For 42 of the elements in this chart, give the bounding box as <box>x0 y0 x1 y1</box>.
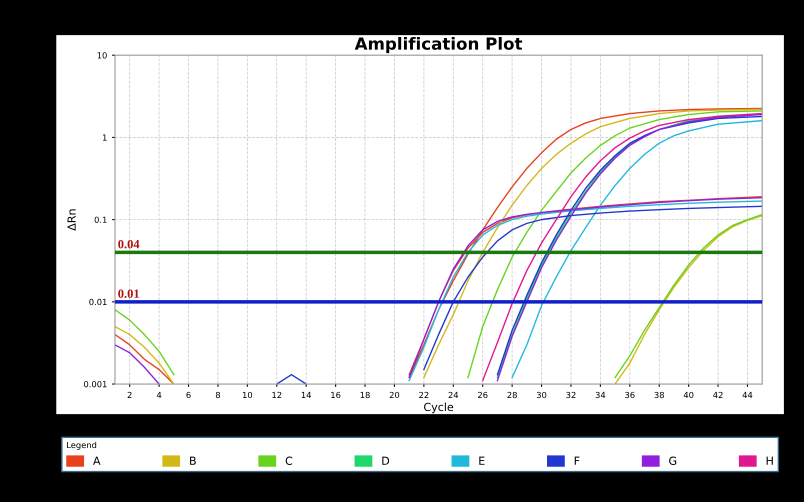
y-axis-title: ΔRn <box>68 209 76 231</box>
x-tick-label: 16 <box>331 392 340 398</box>
legend-label: H <box>766 456 773 465</box>
x-tick-label: 38 <box>654 392 664 398</box>
legend-title: Legend <box>67 442 96 450</box>
chart-title: Amplification Plot <box>354 37 522 54</box>
ref-line-label: 0.01 <box>118 289 139 298</box>
x-tick-label: 44 <box>742 392 752 398</box>
legend-label: F <box>574 456 580 465</box>
x-tick-label: 28 <box>507 392 517 398</box>
legend-label: C <box>286 456 292 465</box>
legend-label: G <box>669 456 676 465</box>
x-tick-label: 18 <box>360 392 370 398</box>
x-tick-label: 6 <box>186 392 191 398</box>
x-tick-label: 34 <box>596 392 606 398</box>
legend-label: E <box>479 456 485 465</box>
y-tick-label: 0.01 <box>89 298 107 306</box>
x-axis-title: Cycle <box>424 402 454 414</box>
x-tick-label: 14 <box>302 392 312 398</box>
x-tick-label: 20 <box>390 392 400 398</box>
x-tick-label: 2 <box>128 392 132 398</box>
x-tick-label: 32 <box>566 392 576 398</box>
line-series <box>614 214 762 378</box>
legend-label: A <box>93 456 100 465</box>
x-tick-label: 36 <box>625 392 635 398</box>
y-tick-label: 1 <box>102 134 107 141</box>
x-tick-label: 30 <box>536 392 546 398</box>
y-tick-label: 0.1 <box>94 216 107 223</box>
y-tick-label: 0.001 <box>84 381 107 388</box>
ref-line-label: 0.04 <box>118 240 140 248</box>
x-tick-label: 22 <box>419 392 428 398</box>
x-tick-label: 40 <box>684 392 694 398</box>
legend-label: B <box>190 456 196 465</box>
legend-label: D <box>382 456 390 465</box>
x-tick-label: 10 <box>242 392 252 398</box>
x-tick-label: 4 <box>156 392 162 398</box>
x-tick-label: 12 <box>272 392 282 398</box>
x-tick-label: 26 <box>478 392 488 398</box>
x-tick-label: 24 <box>448 392 458 398</box>
x-tick-label: 42 <box>713 392 723 398</box>
x-tick-label: 8 <box>216 392 220 398</box>
y-tick-label: 10 <box>98 52 107 59</box>
